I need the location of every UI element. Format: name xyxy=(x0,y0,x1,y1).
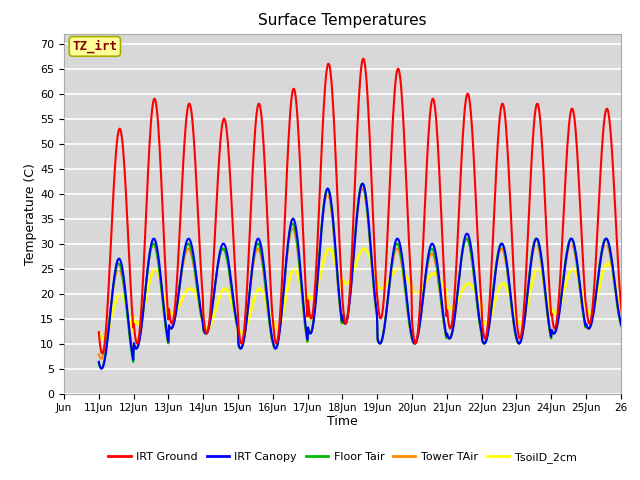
Legend: IRT Ground, IRT Canopy, Floor Tair, Tower TAir, TsoilD_2cm: IRT Ground, IRT Canopy, Floor Tair, Towe… xyxy=(104,447,581,467)
Y-axis label: Temperature (C): Temperature (C) xyxy=(24,163,37,264)
Title: Surface Temperatures: Surface Temperatures xyxy=(258,13,427,28)
X-axis label: Time: Time xyxy=(327,415,358,428)
Text: TZ_irt: TZ_irt xyxy=(72,40,117,53)
